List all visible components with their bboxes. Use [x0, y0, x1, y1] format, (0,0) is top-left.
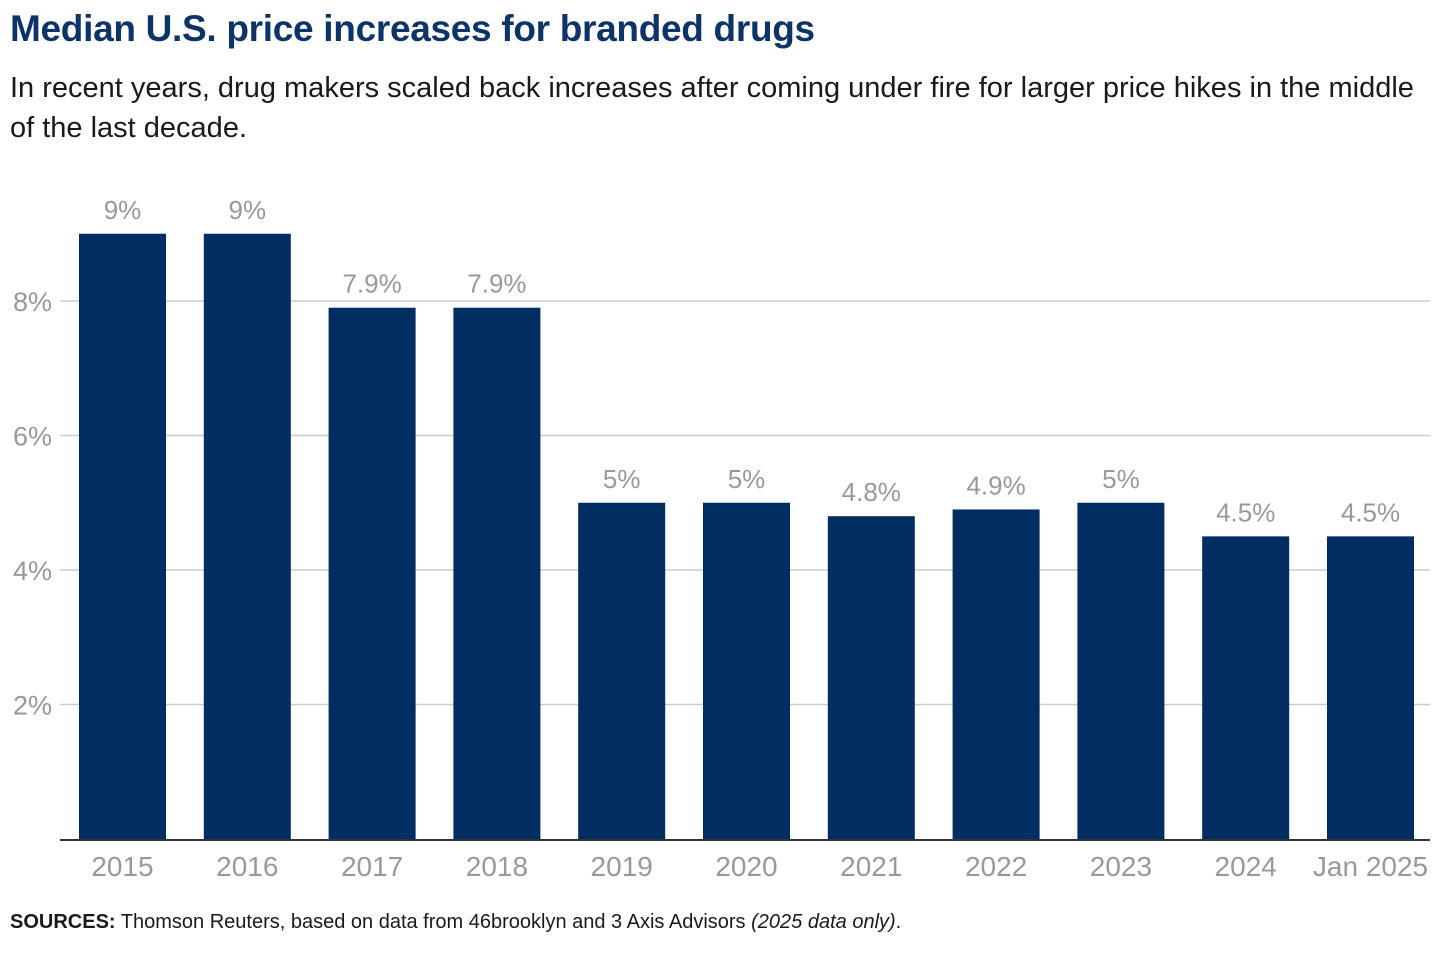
y-tick-label: 2% [13, 691, 52, 721]
data-label: 5% [603, 464, 641, 494]
y-tick-label: 4% [13, 556, 52, 586]
bar [578, 502, 666, 839]
y-axis-ticks: 2% 4% 6% 8% [13, 287, 52, 721]
x-tick-label: 2021 [840, 851, 902, 882]
bar [703, 502, 790, 839]
bar [952, 509, 1040, 839]
data-label: 9% [104, 195, 142, 225]
x-axis-ticks: 2015 2016 2017 2018 2019 2020 2021 2022 2023 2024… [91, 851, 1428, 882]
x-tick-label: 2022 [965, 851, 1027, 882]
data-label: 9% [229, 195, 267, 225]
x-tick-label: 2023 [1090, 851, 1152, 882]
data-label: 7.9% [467, 269, 526, 299]
y-tick-label: 8% [13, 287, 52, 317]
x-tick-label: 2017 [341, 851, 403, 882]
sources-label: SOURCES: [10, 911, 116, 933]
bar [328, 307, 416, 840]
data-label: 5% [728, 464, 766, 494]
data-label: 4.8% [842, 477, 901, 507]
bar [203, 233, 291, 839]
data-label: 4.5% [1341, 497, 1400, 527]
y-tick-label: 6% [13, 422, 52, 452]
x-tick-label: 2015 [91, 851, 153, 882]
chart-subtitle: In recent years, drug makers scaled back… [10, 72, 1414, 144]
data-label: 4.5% [1216, 497, 1275, 527]
bar [1077, 502, 1165, 839]
sources-qualifier: (2025 data only) [751, 911, 896, 933]
bar [827, 516, 915, 839]
data-label: 4.9% [966, 470, 1025, 500]
data-label: 5% [1102, 464, 1140, 494]
bar [1202, 536, 1290, 839]
sources-note: SOURCES: Thomson Reuters, based on data … [10, 911, 901, 934]
x-tick-label: 2016 [216, 851, 278, 882]
sources-end: . [895, 911, 902, 933]
x-tick-label: 2020 [715, 851, 777, 882]
bar [1327, 536, 1414, 839]
x-tick-label: Jan 2025 [1313, 851, 1428, 882]
x-tick-label: 2019 [591, 851, 653, 882]
bars [79, 233, 1414, 840]
data-labels: 9% 9% 7.9% 7.9% 5% 5% 4.8% 4.9% 5% 4.5% 4.5% [104, 195, 1400, 528]
x-tick-label: 2024 [1215, 851, 1277, 882]
chart-title: Median U.S. price increases for branded … [10, 8, 815, 49]
bar [453, 307, 541, 840]
x-tick-label: 2018 [466, 851, 528, 882]
sources-text: Thomson Reuters, based on data from 46br… [115, 911, 752, 933]
data-label: 7.9% [342, 269, 401, 299]
bar [79, 233, 166, 839]
